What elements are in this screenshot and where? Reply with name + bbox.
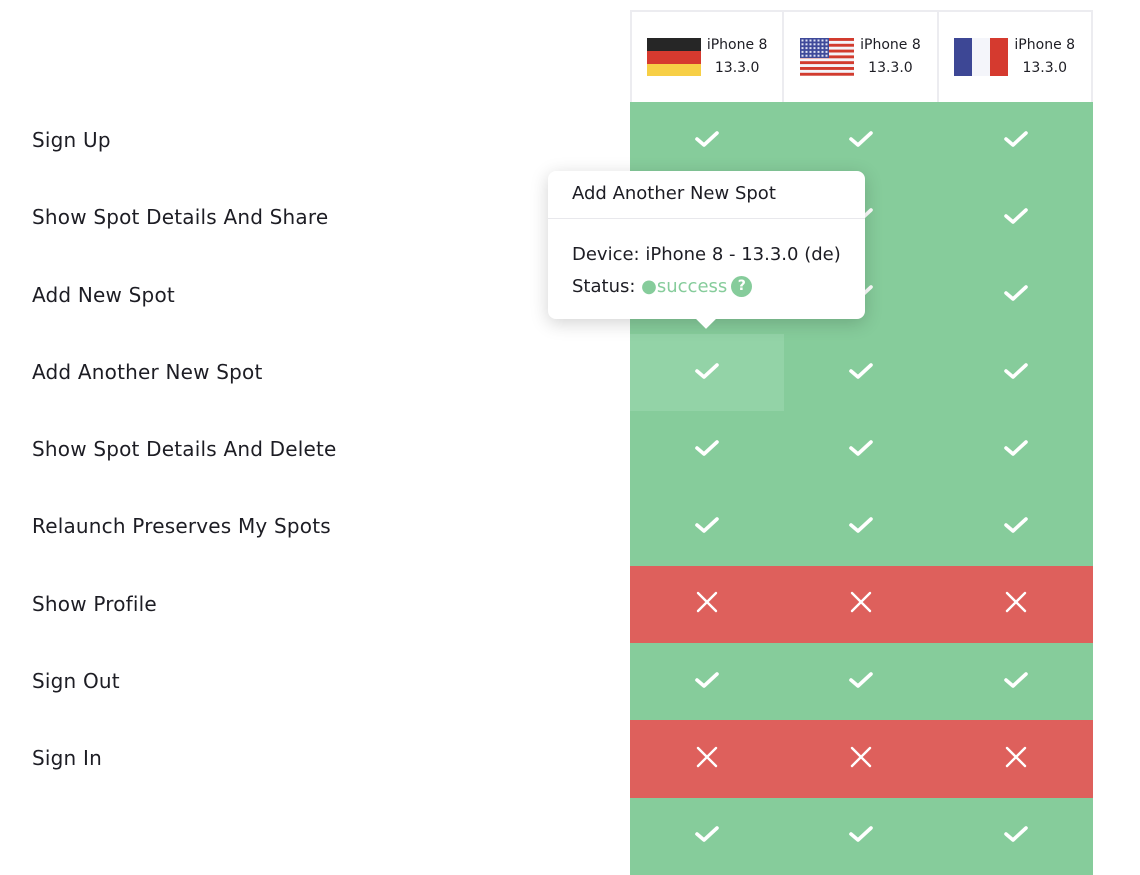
checkmark-icon xyxy=(848,824,874,848)
result-cell-pass[interactable] xyxy=(630,643,785,721)
test-name-list: Sign Up Show Spot Details And Share Add Ne… xyxy=(32,102,337,875)
checkmark-icon xyxy=(1003,515,1029,539)
result-cell-pass[interactable] xyxy=(938,411,1093,489)
test-name xyxy=(32,798,337,875)
checkmark-icon xyxy=(848,129,874,153)
test-row xyxy=(630,333,1093,412)
result-cell-pass[interactable] xyxy=(938,256,1093,334)
test-row xyxy=(630,488,1093,566)
result-cell-pass[interactable] xyxy=(784,797,939,875)
checkmark-icon xyxy=(848,361,874,385)
result-cell-pass[interactable] xyxy=(938,643,1093,721)
cross-icon xyxy=(850,591,872,617)
result-cell-fail[interactable] xyxy=(938,565,1093,644)
result-cell-pass[interactable] xyxy=(784,488,939,566)
test-name: Add New Spot xyxy=(32,282,175,307)
checkmark-icon xyxy=(848,515,874,539)
tooltip-status: Status: ●success? xyxy=(572,271,865,303)
result-cell-pass[interactable] xyxy=(784,333,939,412)
result-cell-pass[interactable] xyxy=(630,333,785,412)
france-flag-icon xyxy=(954,38,1009,76)
device-column-header[interactable]: iPhone 8 13.3.0 xyxy=(630,10,785,102)
result-cell-pass[interactable] xyxy=(784,643,939,721)
checkmark-icon xyxy=(694,515,720,539)
test-row xyxy=(630,411,1093,489)
test-row xyxy=(630,643,1093,721)
result-cell-pass[interactable] xyxy=(938,797,1093,875)
result-cell-pass[interactable] xyxy=(630,411,785,489)
checkmark-icon xyxy=(1003,824,1029,848)
device-value: iPhone 8 - 13.3.0 (de) xyxy=(645,244,841,265)
result-cell-fail[interactable] xyxy=(938,720,1093,798)
test-name: Show Spot Details And Delete xyxy=(32,437,337,462)
germany-flag-icon xyxy=(646,38,701,76)
test-name: Sign Out xyxy=(32,669,120,694)
tooltip-device: Device: iPhone 8 - 13.3.0 (de) xyxy=(572,239,865,271)
checkmark-icon xyxy=(694,438,720,462)
result-cell-fail[interactable] xyxy=(630,565,785,644)
results-grid: iPhone 8 13.3.0 iPhone 8 13.3.0 iPhone 8 13.3… xyxy=(630,10,1093,875)
checkmark-icon xyxy=(1003,438,1029,462)
cross-icon xyxy=(696,746,718,772)
cross-icon xyxy=(850,746,872,772)
result-cell-pass[interactable] xyxy=(784,411,939,489)
test-name: Show Spot Details And Share xyxy=(32,205,329,230)
checkmark-icon xyxy=(694,129,720,153)
device-name: iPhone 8 xyxy=(860,37,921,53)
checkmark-icon xyxy=(694,824,720,848)
result-cell-pass[interactable] xyxy=(630,102,785,180)
result-cell-pass[interactable] xyxy=(938,333,1093,412)
device-column-header[interactable]: iPhone 8 13.3.0 xyxy=(784,10,939,102)
device-version: 13.3.0 xyxy=(1022,60,1067,76)
result-cell-fail[interactable] xyxy=(630,720,785,798)
usa-flag-icon xyxy=(800,38,855,76)
checkmark-icon xyxy=(848,670,874,694)
result-cell-pass[interactable] xyxy=(938,102,1093,180)
cross-icon xyxy=(1005,591,1027,617)
checkmark-icon xyxy=(848,438,874,462)
device-header-row: iPhone 8 13.3.0 iPhone 8 13.3.0 iPhone 8 13.3… xyxy=(630,10,1093,102)
result-cell-fail[interactable] xyxy=(784,720,939,798)
result-tooltip: Add Another New Spot Device: iPhone 8 - … xyxy=(548,171,865,329)
cross-icon xyxy=(696,591,718,617)
test-name: Sign In xyxy=(32,746,102,771)
status-value: success xyxy=(656,276,728,297)
device-label: Device: xyxy=(572,244,640,265)
test-row xyxy=(630,102,1093,180)
tooltip-title: Add Another New Spot xyxy=(548,171,865,219)
status-label: Status: xyxy=(572,276,636,297)
test-name: Relaunch Preserves My Spots xyxy=(32,514,331,539)
help-icon[interactable]: ? xyxy=(731,276,753,297)
result-cell-pass[interactable] xyxy=(938,179,1093,257)
device-version: 13.3.0 xyxy=(714,60,760,76)
test-name: Show Profile xyxy=(32,591,157,616)
test-row xyxy=(630,797,1093,875)
result-cell-pass[interactable] xyxy=(630,797,785,875)
checkmark-icon xyxy=(694,670,720,694)
result-cell-fail[interactable] xyxy=(784,565,939,644)
cross-icon xyxy=(1005,746,1027,772)
checkmark-icon xyxy=(1003,283,1029,307)
device-column-header[interactable]: iPhone 8 13.3.0 xyxy=(938,10,1093,102)
test-row xyxy=(630,720,1093,798)
device-version: 13.3.0 xyxy=(868,60,913,76)
checkmark-icon xyxy=(1003,129,1029,153)
status-dot-icon: ● xyxy=(641,276,657,297)
device-name: iPhone 8 xyxy=(706,37,768,53)
test-name: Sign Up xyxy=(32,128,111,152)
test-row xyxy=(630,565,1093,644)
checkmark-icon xyxy=(1003,361,1029,385)
result-cell-pass[interactable] xyxy=(630,488,785,566)
checkmark-icon xyxy=(1003,670,1029,694)
checkmark-icon xyxy=(1003,206,1029,230)
test-name: Add Another New Spot xyxy=(32,359,263,384)
checkmark-icon xyxy=(694,361,720,385)
result-cell-pass[interactable] xyxy=(784,102,939,180)
device-name: iPhone 8 xyxy=(1014,37,1076,53)
result-cell-pass[interactable] xyxy=(938,488,1093,566)
